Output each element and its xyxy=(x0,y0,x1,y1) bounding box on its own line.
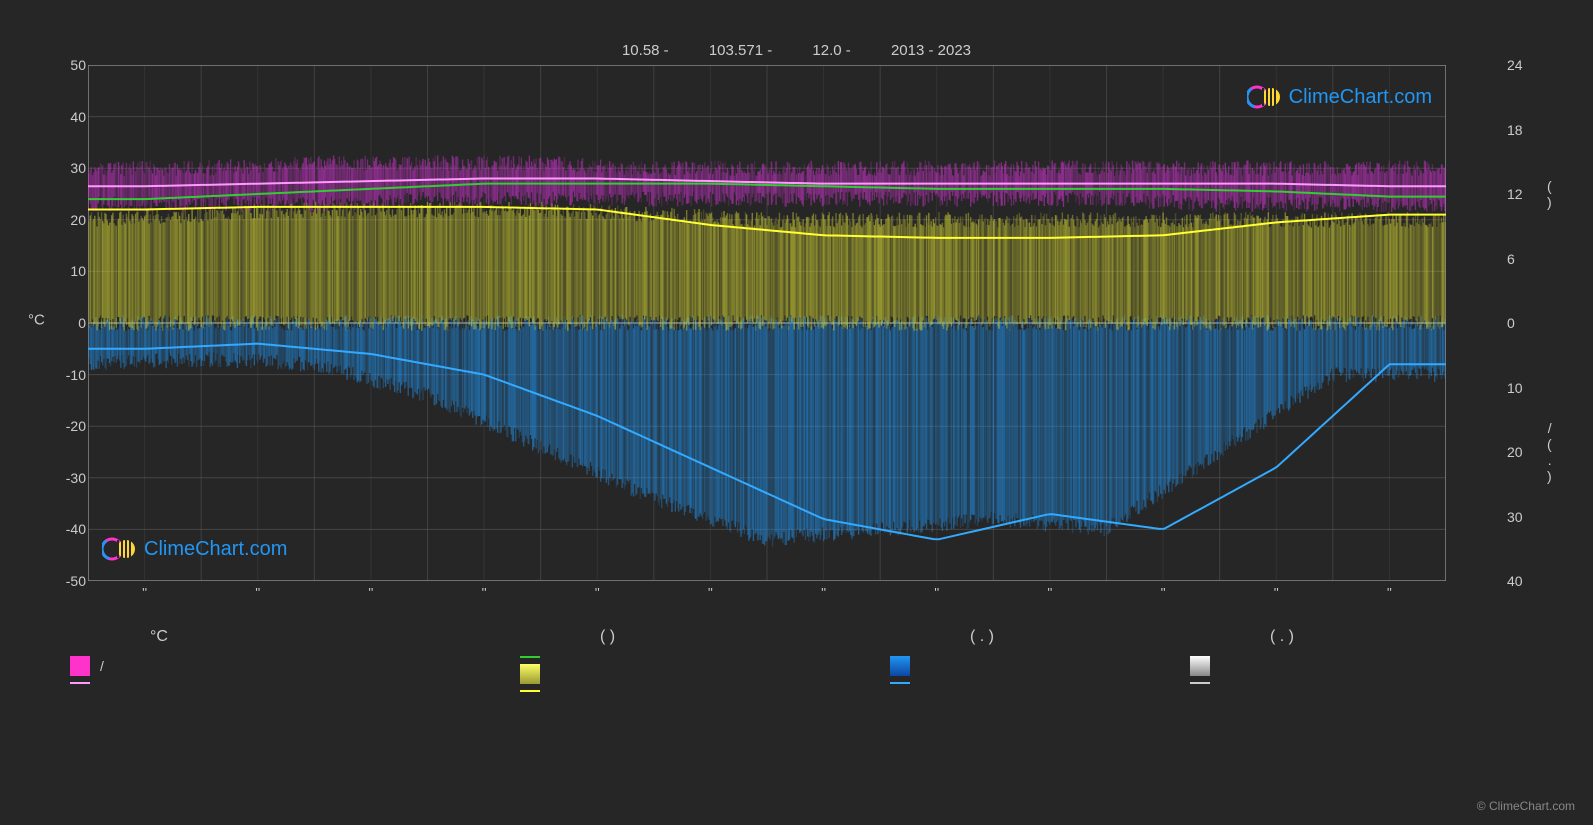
x-tick: '' xyxy=(708,585,713,600)
plot-svg xyxy=(88,65,1446,581)
logo-bottom: ClimeChart.com xyxy=(102,535,287,563)
legend-label: / xyxy=(100,658,104,674)
noise-area xyxy=(88,202,1445,331)
y-left-tick: -50 xyxy=(66,573,86,589)
y-left-tick: -20 xyxy=(66,418,86,434)
legend-column: °C / xyxy=(70,628,168,690)
elev-value: 12.0 - xyxy=(812,42,850,59)
legend-column: ( . ) xyxy=(890,628,994,690)
legend-swatch xyxy=(70,656,90,676)
logo-top: ClimeChart.com xyxy=(1247,83,1432,111)
y-left-tick: 0 xyxy=(78,315,86,331)
legend-item xyxy=(520,664,615,684)
x-tick: '' xyxy=(821,585,826,600)
legend-item xyxy=(890,656,994,676)
x-tick: '' xyxy=(142,585,147,600)
chart-title: 10.58 - 103.571 - 12.0 - 2013 - 2023 xyxy=(0,42,1593,59)
y-left-tick: -30 xyxy=(66,470,86,486)
legend-item xyxy=(70,682,168,684)
y-left-tick: -40 xyxy=(66,521,86,537)
y-right-tick: 6 xyxy=(1507,251,1515,267)
legend-item: / xyxy=(70,656,168,676)
y-right-tick: 10 xyxy=(1507,380,1523,396)
copyright: © ClimeChart.com xyxy=(1477,799,1575,813)
x-tick: '' xyxy=(1161,585,1166,600)
legend-item xyxy=(520,656,615,658)
x-tick: '' xyxy=(1047,585,1052,600)
legend-swatch xyxy=(520,690,540,692)
plot-area: ClimeChart.com ClimeChart.com xyxy=(88,65,1446,581)
noise-area xyxy=(88,315,1445,547)
y-axis-right-ticks: 2418126010203040( )/( . ) xyxy=(1507,65,1541,581)
legend-swatch xyxy=(890,682,910,684)
y-left-tick: -10 xyxy=(66,367,86,383)
legend-swatch xyxy=(1190,656,1210,676)
x-tick: '' xyxy=(368,585,373,600)
lat-value: 10.58 - xyxy=(622,42,669,59)
logo-text: ClimeChart.com xyxy=(144,538,287,561)
y-right-lower-label: /( . ) xyxy=(1547,420,1552,484)
y-axis-left-label: °C xyxy=(28,312,45,329)
y-left-tick: 40 xyxy=(70,109,86,125)
y-right-tick: 18 xyxy=(1507,122,1523,138)
legend-item xyxy=(1190,656,1294,676)
years-value: 2013 - 2023 xyxy=(891,42,971,59)
x-tick: '' xyxy=(595,585,600,600)
y-left-tick: 30 xyxy=(70,160,86,176)
legend-column: ( . ) xyxy=(1190,628,1294,690)
legend-swatch xyxy=(1190,682,1210,684)
legend-item xyxy=(1190,682,1294,684)
y-right-tick: 0 xyxy=(1507,315,1515,331)
x-axis-ticks: '' '' '' '' '' '' '' '' '' '' '' '' xyxy=(88,585,1446,605)
y-right-tick: 30 xyxy=(1507,509,1523,525)
legend-column: ( ) xyxy=(520,628,615,698)
y-right-tick: 12 xyxy=(1507,186,1523,202)
climate-chart: 10.58 - 103.571 - 12.0 - 2013 - 2023 °C … xyxy=(0,0,1593,825)
x-tick: '' xyxy=(255,585,260,600)
y-right-upper-label: ( ) xyxy=(1547,178,1552,210)
legend-header: °C xyxy=(70,628,168,646)
logo-text: ClimeChart.com xyxy=(1289,86,1432,109)
x-tick: '' xyxy=(934,585,939,600)
x-tick: '' xyxy=(1387,585,1392,600)
y-right-tick: 40 xyxy=(1507,573,1523,589)
legend-swatch xyxy=(520,656,540,658)
y-left-tick: 50 xyxy=(70,57,86,73)
legend-header: ( . ) xyxy=(890,628,994,646)
legend-swatch xyxy=(520,664,540,684)
legend-swatch xyxy=(890,656,910,676)
legend-item xyxy=(890,682,994,684)
logo-icon xyxy=(1247,83,1283,111)
legend-swatch xyxy=(70,682,90,684)
legend-item xyxy=(520,690,615,692)
lon-value: 103.571 - xyxy=(709,42,772,59)
logo-icon xyxy=(102,535,138,563)
y-right-tick: 24 xyxy=(1507,57,1523,73)
y-left-tick: 20 xyxy=(70,212,86,228)
y-left-tick: 10 xyxy=(70,263,86,279)
legend-header: ( . ) xyxy=(1190,628,1294,646)
x-tick: '' xyxy=(1274,585,1279,600)
legend-header: ( ) xyxy=(520,628,615,646)
y-axis-left-ticks: 50403020100-10-20-30-40-50 xyxy=(52,65,86,581)
y-right-tick: 20 xyxy=(1507,444,1523,460)
x-tick: '' xyxy=(482,585,487,600)
